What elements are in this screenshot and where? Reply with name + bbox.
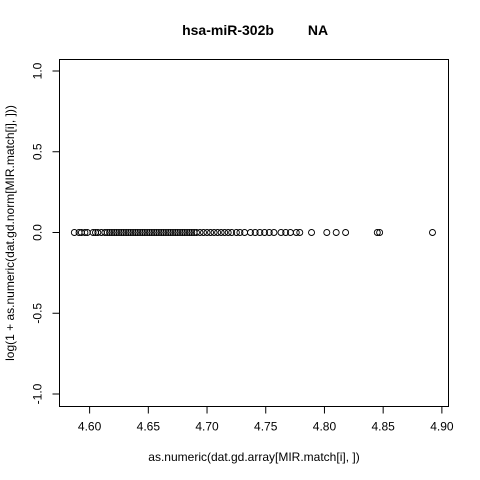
data-point	[214, 229, 222, 236]
data-point	[146, 229, 153, 236]
x-tick-label: 4.90	[430, 420, 454, 434]
data-point	[164, 229, 172, 236]
data-point	[251, 229, 259, 236]
data-point	[148, 229, 156, 236]
data-point	[153, 229, 160, 236]
data-point	[81, 229, 89, 236]
data-point	[89, 229, 97, 236]
data-point	[210, 229, 218, 236]
data-point	[200, 229, 207, 236]
data-point	[277, 229, 285, 236]
data-point	[103, 229, 111, 236]
data-point	[207, 229, 215, 236]
y-tick-label: -1.0	[31, 383, 45, 404]
y-tick-label: 0.0	[31, 224, 45, 241]
y-tick-label: -0.5	[31, 303, 45, 324]
x-tick-label: 4.70	[195, 420, 219, 434]
data-point	[342, 229, 350, 236]
data-point	[181, 229, 189, 236]
data-point	[174, 229, 182, 236]
data-point	[221, 229, 229, 236]
data-point	[188, 229, 196, 236]
data-point	[228, 229, 236, 236]
data-point	[157, 229, 165, 236]
plot-frame	[59, 59, 449, 407]
data-point	[143, 229, 151, 236]
data-point	[127, 229, 135, 236]
x-axis: 4.60 4.65 4.70 4.75 4.80 4.85 4.90	[78, 406, 454, 434]
y-axis: -1.0 -0.5 0.0 0.5 1.0	[31, 62, 60, 404]
data-point	[162, 229, 170, 236]
data-point	[134, 229, 142, 236]
data-point	[136, 229, 144, 236]
data-point	[169, 229, 177, 236]
data-point	[160, 229, 168, 236]
data-points	[70, 229, 436, 236]
data-point	[171, 229, 179, 236]
data-point	[129, 229, 137, 236]
data-point	[217, 229, 225, 236]
data-point	[101, 229, 109, 236]
data-point	[117, 229, 125, 236]
x-tick-label: 4.85	[371, 420, 395, 434]
x-axis-label: as.numeric(dat.gd.array[MIR.match[i], ])	[148, 450, 359, 464]
x-tick-label: 4.65	[137, 420, 161, 434]
data-point	[178, 229, 186, 236]
data-point	[429, 229, 436, 236]
data-point	[236, 229, 244, 236]
y-tick-label: 0.5	[31, 143, 45, 160]
data-point	[203, 229, 211, 236]
x-tick-label: 4.80	[313, 420, 337, 434]
y-axis-label: log(1 + as.numeric(dat.gd.norm[MIR.match…	[3, 105, 17, 361]
data-point	[185, 229, 193, 236]
data-point	[376, 229, 384, 236]
chart-title: hsa-miR-302b	[182, 22, 274, 38]
data-point	[282, 229, 290, 236]
data-point	[224, 229, 232, 236]
data-point	[167, 229, 175, 236]
data-point	[70, 229, 78, 236]
data-point	[292, 229, 300, 236]
data-point	[193, 229, 200, 236]
data-point	[296, 229, 304, 236]
data-point	[176, 229, 184, 236]
x-tick-label: 4.60	[78, 420, 102, 434]
chart-title-suffix: NA	[308, 22, 328, 38]
data-point	[265, 229, 273, 236]
data-point	[139, 229, 146, 236]
data-point	[94, 229, 102, 236]
data-point	[332, 229, 340, 236]
data-point	[108, 229, 116, 236]
data-point	[373, 229, 381, 236]
data-point	[113, 229, 121, 236]
data-point	[323, 229, 331, 236]
x-tick-label: 4.75	[254, 420, 278, 434]
data-point	[247, 229, 254, 236]
data-point	[270, 229, 278, 236]
data-point	[106, 229, 114, 236]
data-point	[256, 229, 264, 236]
data-point	[155, 229, 163, 236]
data-point	[308, 229, 315, 236]
data-point	[150, 229, 158, 236]
data-point	[196, 229, 204, 236]
data-point	[115, 229, 123, 236]
data-point	[131, 229, 139, 236]
y-tick-label: 1.0	[31, 62, 45, 79]
data-point	[122, 229, 130, 236]
data-point	[141, 229, 149, 236]
data-point	[261, 229, 269, 236]
data-point	[124, 229, 132, 236]
data-point	[232, 229, 240, 236]
data-point	[110, 229, 118, 236]
data-point	[120, 229, 128, 236]
data-point	[97, 229, 105, 236]
data-point	[183, 229, 191, 236]
